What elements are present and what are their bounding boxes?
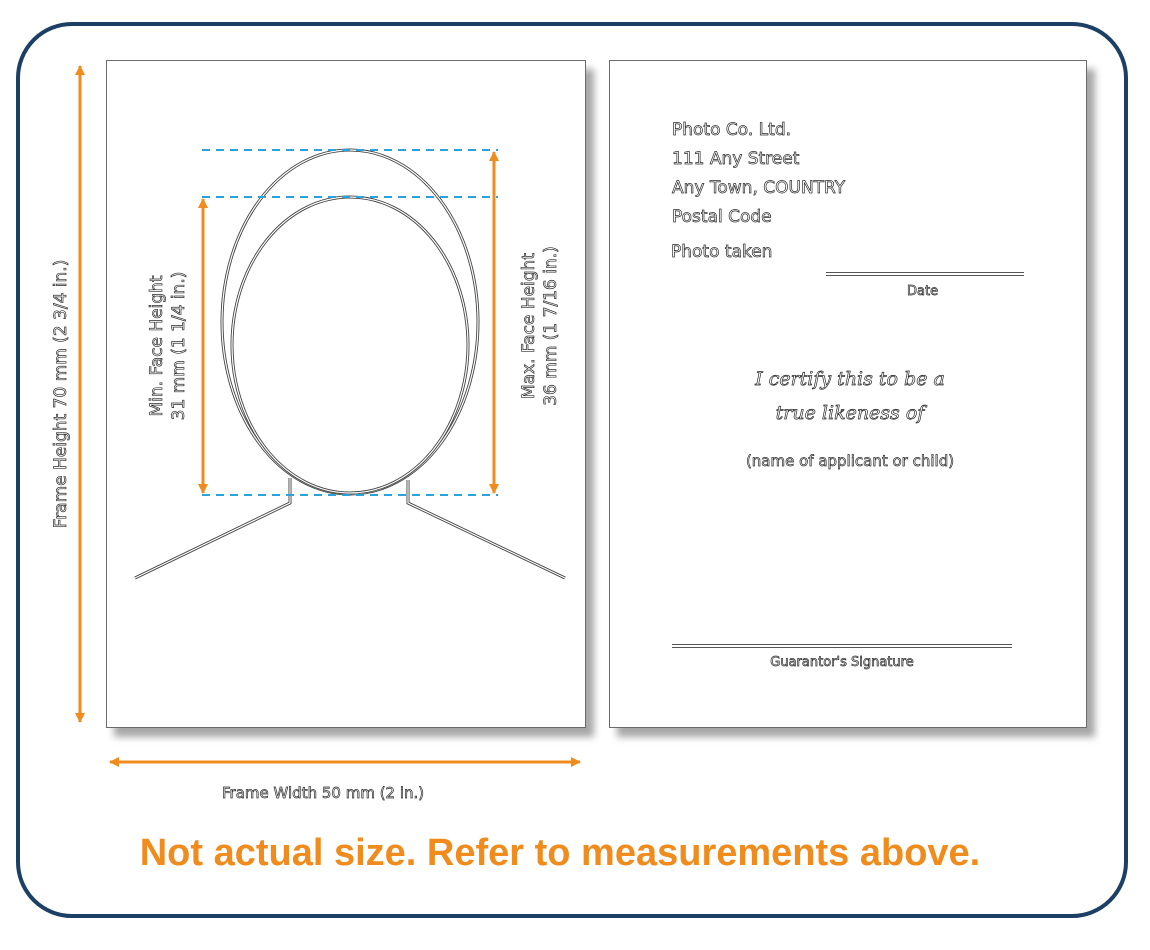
address-line-company: Photo Co. Ltd. <box>672 120 792 141</box>
guide-lines <box>202 149 498 496</box>
signature-label: Guarantor's Signature <box>770 655 914 671</box>
photo-taken-label: Photo taken <box>671 242 773 263</box>
address-line-street: 111 Any Street <box>672 149 800 170</box>
signature-line <box>672 644 1012 648</box>
dimension-arrows <box>75 65 581 767</box>
address-line-postal: Postal Code <box>672 207 772 228</box>
shoulders-outline <box>134 478 566 580</box>
date-line <box>826 272 1024 276</box>
max-face-height-label-2: 36 mm (1 7/16 in.) <box>541 246 561 406</box>
frame-width-label: Frame Width 50 mm (2 in.) <box>222 784 425 803</box>
address-line-town: Any Town, COUNTRY <box>672 178 846 199</box>
date-label: Date <box>907 284 939 300</box>
min-face-height-label-2: 31 mm (1 1/4 in.) <box>169 272 189 421</box>
min-face-height-label-1: Min. Face Height <box>147 275 167 416</box>
certify-line-2: true likeness of <box>775 402 925 425</box>
certify-line-1: I certify this to be a <box>755 368 945 391</box>
max-face-height-label-1: Max. Face Height <box>519 253 539 399</box>
min-face-outline <box>230 195 470 495</box>
size-disclaimer: Not actual size. Refer to measurements a… <box>139 832 981 874</box>
frame-height-label: Frame Height 70 mm (2 3/4 in.) <box>51 260 71 529</box>
outer-frame <box>16 22 1128 918</box>
applicant-name-label: (name of applicant or child) <box>745 452 955 471</box>
photo-card-front <box>106 60 586 728</box>
photo-card-back <box>609 60 1087 728</box>
